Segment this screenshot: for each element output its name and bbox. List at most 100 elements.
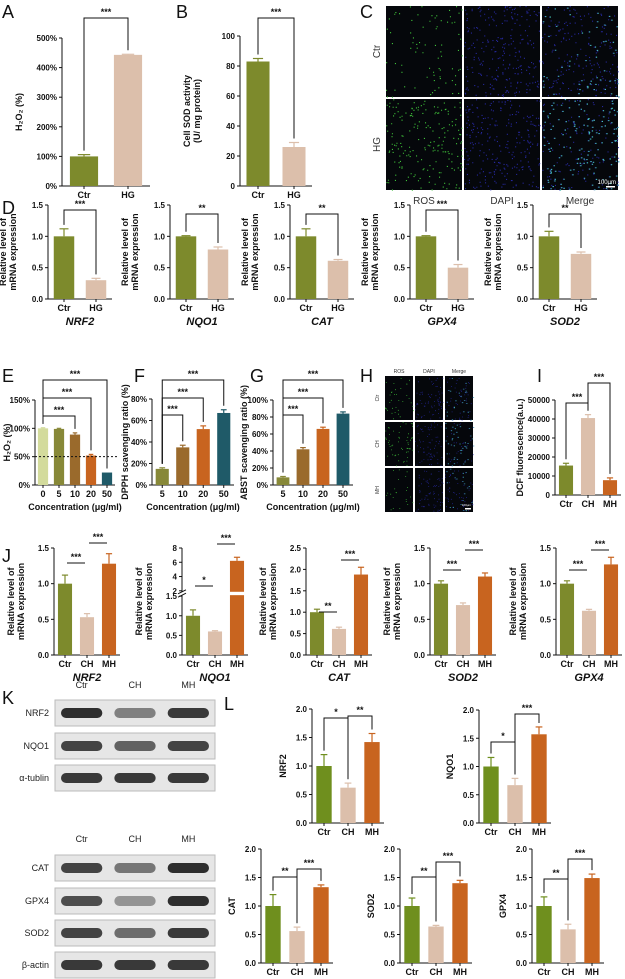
panel-letter-C: C [360, 2, 373, 22]
bar-CH [580, 418, 596, 495]
x-tick-label: Ctr [252, 190, 265, 200]
micrograph-Ctr-ROS [386, 6, 462, 97]
significance-label: *** [71, 552, 82, 562]
x-tick-label: CH [342, 827, 355, 837]
micrograph-HG-DAPI [464, 99, 540, 190]
gene-label: CAT [311, 316, 334, 328]
protein-band [61, 896, 103, 906]
significance-bracket [63, 209, 97, 275]
significance-label: * [334, 707, 338, 717]
western-blot-group-2: Ctr CH MH CAT GPX4 SOD2 β-actin [22, 834, 216, 979]
y-axis-label: Relative level of [240, 217, 250, 286]
x-axis-label: Concentration (μg/ml) [266, 502, 360, 512]
y-tick-label: 0.5 [394, 264, 406, 273]
y-tick-label: 6 [173, 558, 178, 567]
dapi-signal [445, 423, 474, 467]
x-tick-label: MH [365, 827, 379, 837]
chart-D4: 0.0 0.5 1.0 1.5 Ctr HG *** Relative level of mRN… [360, 199, 474, 328]
y-axis-label: SOD2 [366, 894, 376, 919]
protein-band [61, 708, 103, 718]
x-tick-label: 5 [160, 489, 165, 499]
significance-label: ** [552, 868, 560, 878]
y-tick-label: 150% [10, 396, 30, 405]
significance-label: *** [308, 369, 319, 379]
y-tick-label: 1.5 [516, 874, 528, 883]
y-tick-label: 0.0 [32, 295, 44, 304]
row-label: Ctr [372, 44, 383, 58]
significance-label: *** [437, 199, 448, 209]
y-tick-label: 4 [173, 573, 178, 582]
y-tick-label: 80 [226, 62, 235, 71]
row-label: MH [375, 486, 381, 494]
bar-MH [531, 734, 547, 823]
bar-CH [79, 617, 95, 655]
significance-label: ** [318, 203, 326, 213]
y-tick-label: 1.0 [540, 580, 552, 589]
bar-MH [101, 563, 117, 655]
bar-20 [316, 428, 330, 485]
significance-bracket [185, 213, 219, 243]
micrograph-CH-ROS [385, 422, 413, 466]
bar-MH [364, 742, 380, 823]
bar-10 [69, 434, 81, 485]
protein-band [114, 741, 156, 751]
column-label: DAPI [490, 196, 513, 207]
y-tick-label: 60 [226, 92, 235, 101]
merge-signal [543, 7, 620, 98]
protein-band [114, 773, 156, 783]
bar-HG [113, 54, 143, 186]
significance-label: *** [573, 559, 584, 569]
significance-bracket [514, 713, 540, 775]
y-tick-label: 100 [222, 32, 236, 41]
band-label: CAT [32, 863, 50, 873]
x-tick-label: Ctr [485, 827, 498, 837]
micrograph-MH-Merge [445, 468, 473, 512]
significance-label: * [501, 731, 505, 741]
gene-label: NRF2 [66, 316, 95, 328]
x-tick-label: HG [331, 303, 345, 313]
significance-label: ** [198, 203, 206, 213]
bar-HG [447, 267, 469, 299]
y-tick-label: 0.0 [463, 819, 475, 828]
gene-label: SOD2 [550, 316, 580, 328]
y-tick-label: 300% [37, 93, 57, 102]
bar-Ctr [538, 236, 560, 299]
gene-label: GPX4 [574, 672, 603, 684]
y-axis-label: mRNA expression [370, 213, 380, 290]
bar-50 [217, 412, 231, 485]
bar-CH [289, 931, 305, 963]
significance-label: *** [75, 199, 86, 209]
y-tick-label: 0% [256, 481, 268, 490]
x-tick-label: CH [509, 827, 522, 837]
x-tick-label: HG [451, 303, 465, 313]
significance-label: *** [304, 858, 315, 868]
y-tick-label: 2.0 [296, 705, 308, 714]
significance-bracket [347, 715, 373, 780]
significance-label: ** [281, 866, 289, 876]
row-label: Ctr [375, 394, 381, 401]
y-tick-label: 40% [252, 447, 268, 456]
significance-label: *** [188, 369, 199, 379]
bar-CH [340, 787, 356, 823]
x-tick-label: CH [81, 659, 94, 669]
y-axis-label: Relative level of [382, 566, 392, 635]
y-tick-label: 0.5 [414, 615, 426, 624]
x-tick-label: 5 [280, 489, 285, 499]
protein-band [114, 928, 156, 938]
bar-Ctr [536, 906, 552, 963]
micrograph-CH-DAPI [415, 422, 443, 466]
bar-Ctr [404, 906, 420, 963]
x-tick-label: Ctr [318, 827, 331, 837]
y-axis-label: H₂O₂ (%) [14, 93, 24, 131]
x-tick-label: CH [457, 659, 470, 669]
x-tick-label: MH [314, 967, 328, 977]
significance-label: *** [54, 405, 65, 415]
y-tick-label: 0.5 [463, 791, 475, 800]
y-tick-label: 2.0 [384, 845, 396, 854]
protein-band [167, 708, 209, 718]
significance-label: *** [62, 387, 73, 397]
chart-D5: 0.0 0.5 1.0 1.5 Ctr HG ** Relative level of mRNA… [483, 201, 597, 328]
